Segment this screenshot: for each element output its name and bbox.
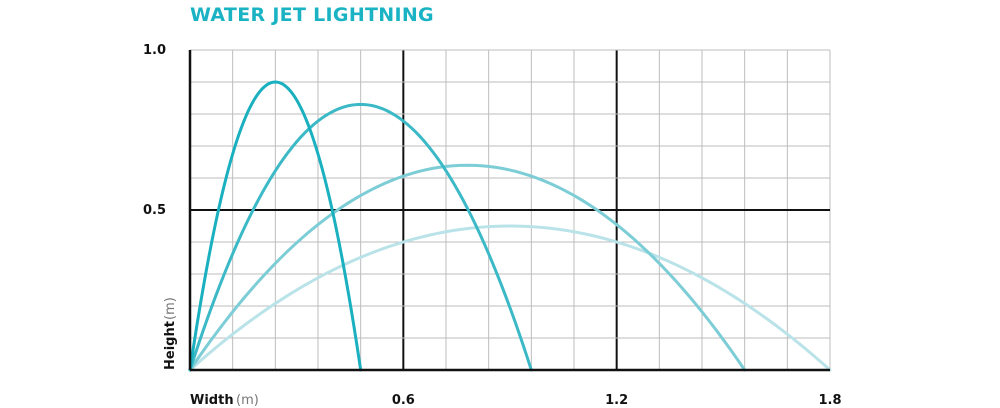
grid: [190, 49, 831, 370]
x-axis-unit: (m): [236, 393, 259, 408]
tick-labels: 0.6 1.2 1.8 1.0 0.5: [143, 43, 842, 408]
y-tick-label: 1.0: [143, 43, 166, 58]
trajectory-curve-1: [188, 80, 363, 372]
x-axis-label: Width: [190, 393, 234, 408]
series-curves: [188, 80, 832, 372]
y-axis-label-group: Height (m): [163, 297, 178, 370]
y-tick-label: 0.5: [143, 203, 166, 218]
trajectory-curve-4: [188, 224, 832, 372]
axes: [188, 50, 830, 372]
y-axis-label: Height: [163, 321, 178, 370]
trajectory-curve-2: [188, 102, 533, 372]
y-axis-unit: (m): [163, 297, 178, 320]
x-tick-label: 0.6: [392, 393, 415, 408]
x-tick-label: 1.8: [818, 393, 841, 408]
chart-title: WATER JET LIGHTNING: [190, 4, 434, 26]
trajectory-curve-3: [188, 163, 747, 372]
x-tick-label: 1.2: [605, 393, 628, 408]
